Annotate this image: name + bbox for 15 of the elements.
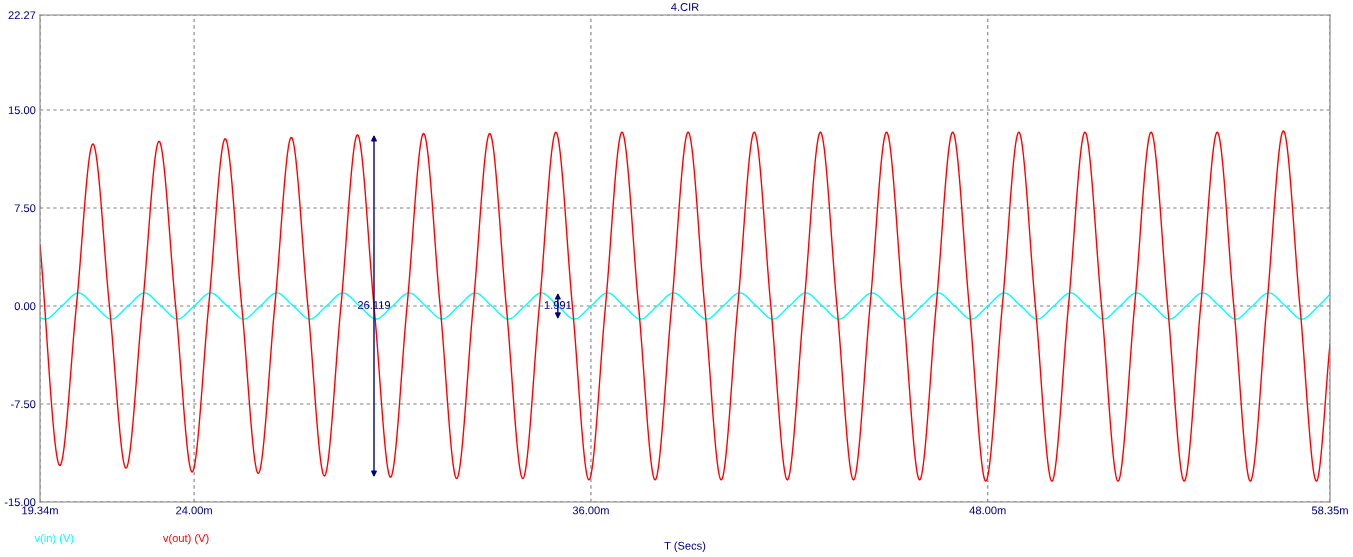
x-tick-label: 48.00m	[969, 506, 1006, 515]
text: v(in) (V)	[34, 533, 74, 545]
y-tick-label: -15.00	[4, 498, 36, 507]
text: v(out) (V)	[162, 533, 209, 545]
y-tick-label: 7.50	[14, 204, 36, 213]
y-tick-label: 0.00	[14, 302, 36, 311]
y-tick-label: 22.27	[8, 11, 36, 20]
x-axis-title: T (Secs)	[664, 541, 706, 552]
x-tick-label: 36.00m	[572, 506, 609, 515]
x-tick-label: 58.35m	[1311, 506, 1348, 515]
y-tick-label: 15.00	[8, 106, 36, 115]
chart-title: 4.CIR	[671, 3, 699, 11]
x-tick-label: 24.00m	[176, 506, 212, 515]
x-tick-label: 19.34m	[22, 506, 58, 515]
y-tick-label: -7.50	[11, 400, 36, 409]
